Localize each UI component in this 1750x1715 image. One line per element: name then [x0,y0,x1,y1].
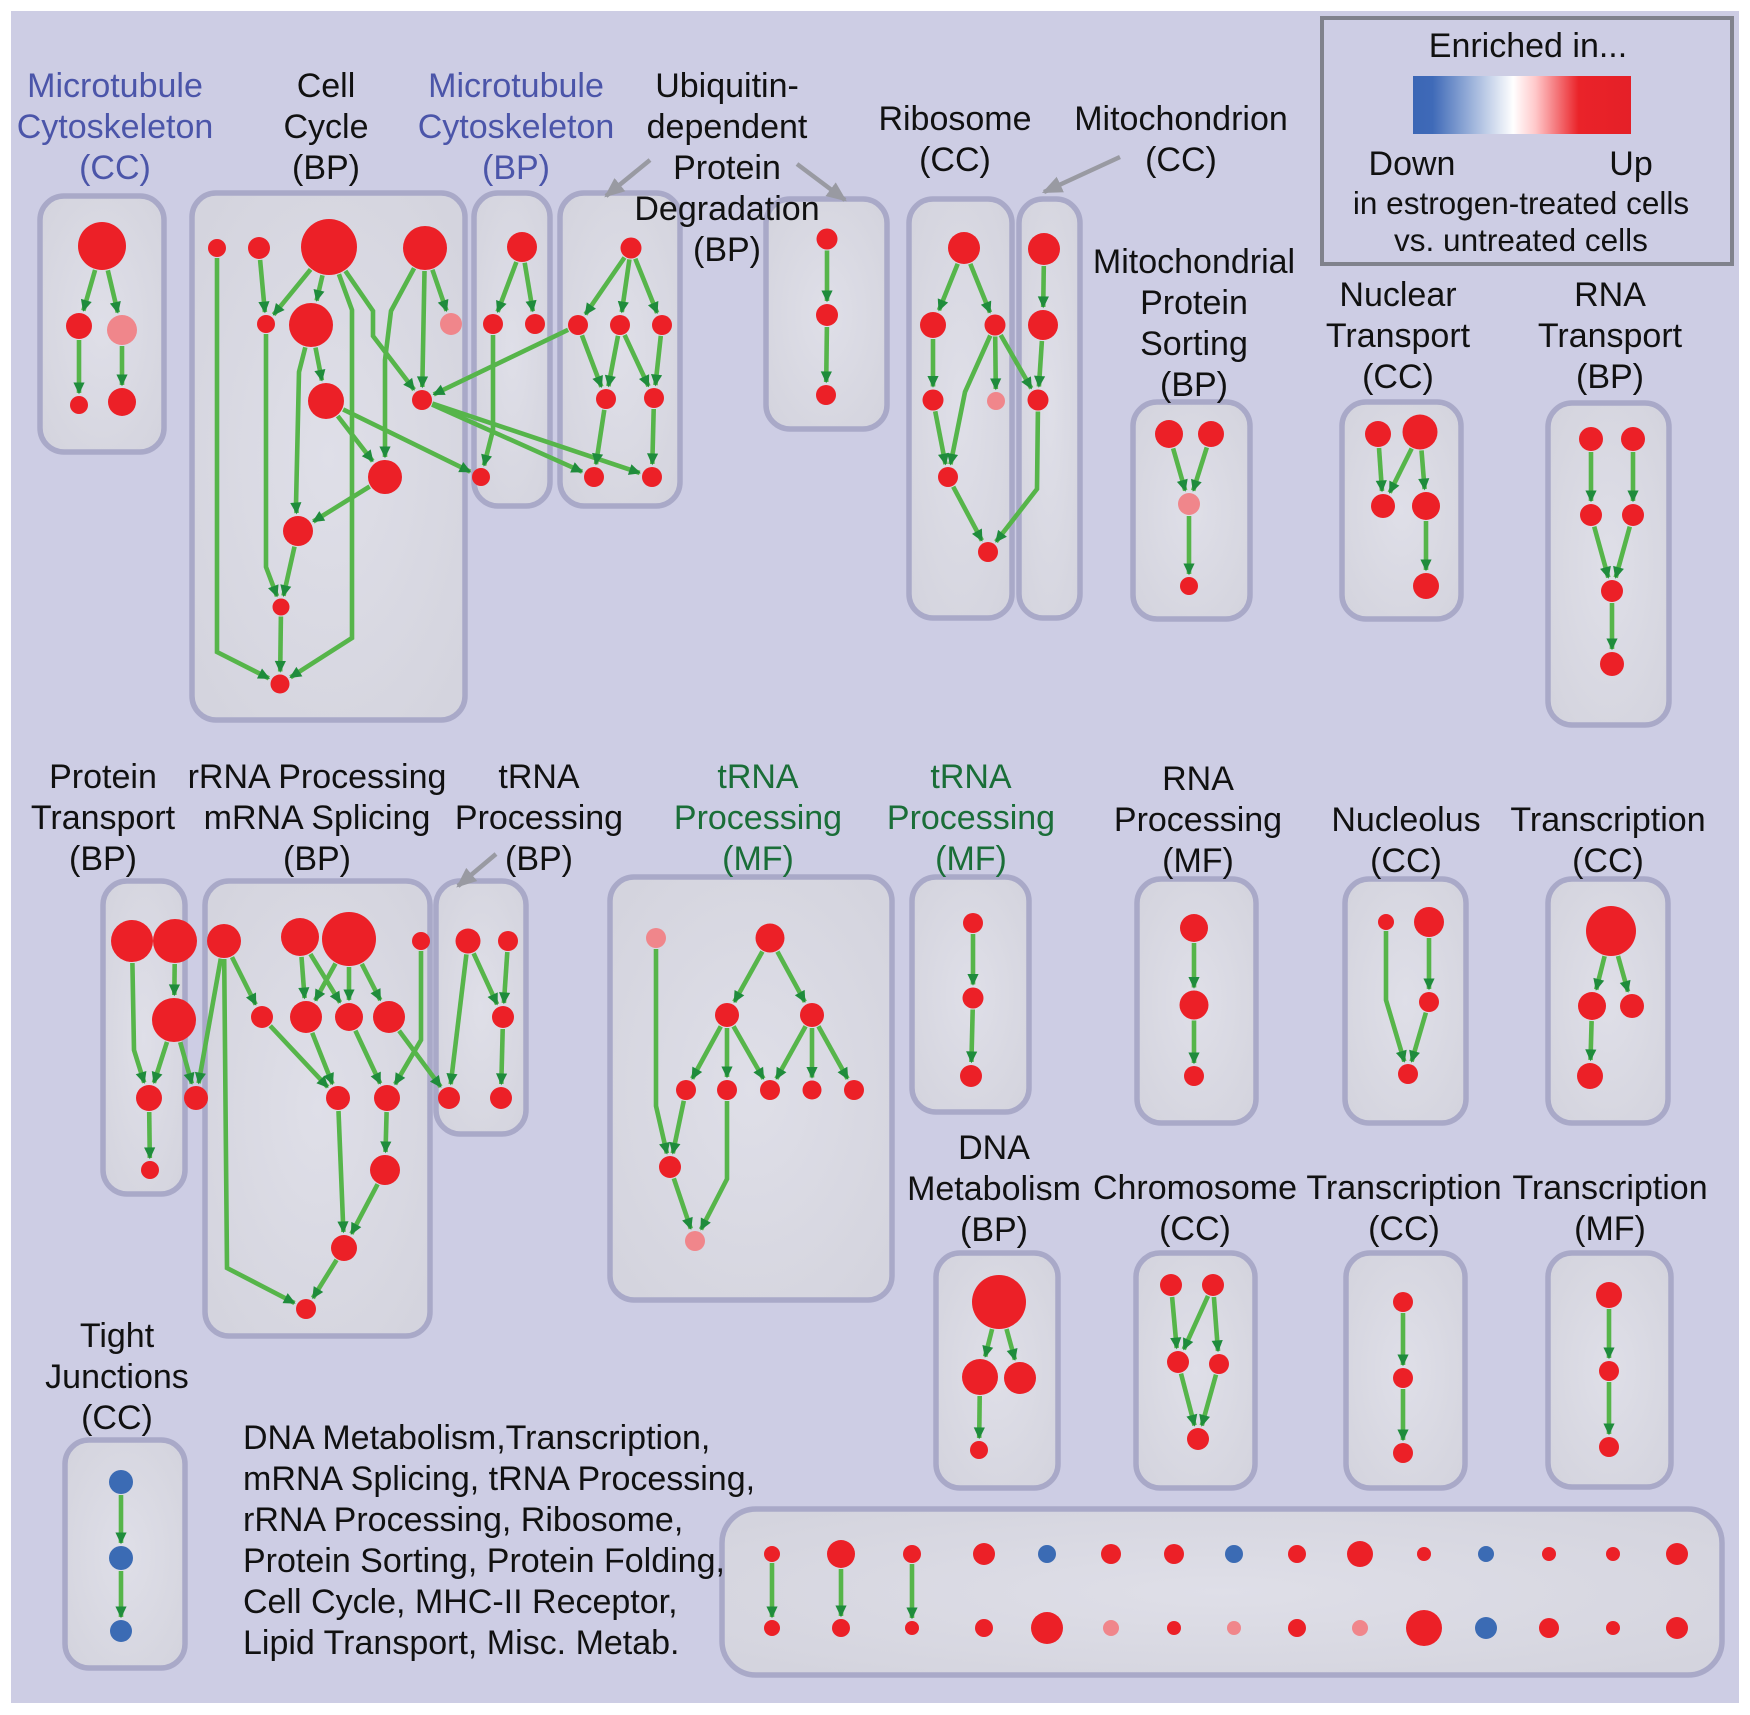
svg-text:Mitochondrion(CC): Mitochondrion (CC) [1074,100,1288,179]
svg-text:Nucleolus(CC): Nucleolus (CC) [1331,801,1480,880]
svg-text:DNA Metabolism,Transcription,m: DNA Metabolism,Transcription, mRNA Splici… [243,1419,755,1662]
svg-text:in estrogen-treated cells: in estrogen-treated cells [1353,185,1689,221]
svg-text:vs. untreated cells: vs. untreated cells [1394,222,1648,258]
svg-text:Enriched in...: Enriched in... [1429,27,1627,65]
svg-text:Transcription(MF): Transcription (MF) [1512,1169,1707,1248]
svg-text:Down: Down [1369,145,1456,183]
svg-text:Transcription(CC): Transcription (CC) [1306,1169,1501,1248]
svg-text:Up: Up [1609,145,1652,183]
svg-text:Chromosome(CC): Chromosome (CC) [1093,1169,1297,1248]
svg-text:Transcription(CC): Transcription (CC) [1510,801,1705,880]
svg-text:Ribosome(CC): Ribosome (CC) [878,100,1031,179]
